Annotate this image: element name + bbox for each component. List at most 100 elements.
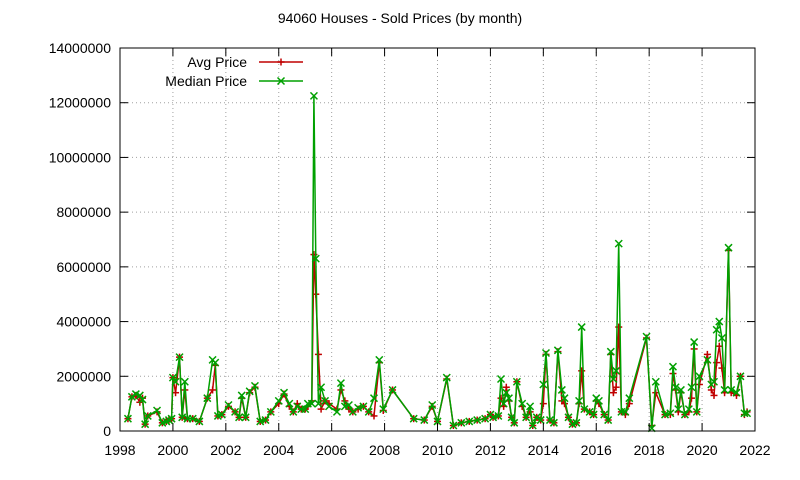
data-point <box>336 379 345 388</box>
data-point <box>138 395 147 404</box>
x-tick-label: 2002 <box>210 442 241 458</box>
data-point <box>188 414 197 423</box>
data-point <box>560 394 569 403</box>
data-point <box>541 349 551 358</box>
data-point <box>557 385 566 394</box>
data-point <box>510 418 519 427</box>
data-point <box>211 358 220 367</box>
data-point <box>442 373 451 382</box>
data-point <box>364 407 373 416</box>
legend-marker <box>277 58 285 66</box>
data-point <box>274 396 283 405</box>
data-point <box>594 396 603 405</box>
x-tick-label: 2006 <box>316 442 347 458</box>
data-point <box>250 381 259 390</box>
x-tick-label: 2018 <box>634 442 665 458</box>
data-point <box>266 407 275 416</box>
data-point <box>307 399 316 408</box>
data-point <box>549 418 558 427</box>
data-point <box>532 413 541 422</box>
data-point <box>545 416 554 425</box>
data-point <box>344 400 353 410</box>
data-point <box>375 355 384 364</box>
data-point <box>289 407 298 416</box>
data-point <box>612 383 620 391</box>
data-point <box>285 399 294 408</box>
x-tick-label: 2012 <box>475 442 506 458</box>
data-point <box>231 407 240 416</box>
data-point <box>369 394 379 403</box>
data-point <box>135 391 144 400</box>
data-point <box>167 414 176 423</box>
data-point <box>512 377 521 386</box>
data-point <box>720 385 729 394</box>
legend-label: Median Price <box>165 73 247 89</box>
data-point <box>473 416 482 425</box>
data-point <box>348 407 357 416</box>
data-point <box>743 409 752 418</box>
x-tick-label: 2008 <box>369 442 400 458</box>
data-point <box>676 385 685 394</box>
data-point <box>314 399 323 408</box>
data-point <box>539 380 548 389</box>
data-point <box>674 405 683 414</box>
data-point <box>301 405 310 414</box>
data-point <box>143 411 152 420</box>
data-point <box>428 400 437 410</box>
data-point <box>311 254 320 263</box>
y-tick-label: 6000000 <box>56 259 111 275</box>
y-tick-label: 8000000 <box>56 204 111 220</box>
data-point <box>309 91 318 100</box>
series-median-price <box>123 91 752 433</box>
data-point <box>317 383 326 392</box>
data-point <box>690 338 699 347</box>
x-tick-label: 1998 <box>104 442 135 458</box>
data-point <box>740 409 749 418</box>
chart-title: 94060 Houses - Sold Prices (by month) <box>278 10 522 26</box>
data-point <box>606 347 615 356</box>
legend-item: Avg Price <box>187 54 303 70</box>
y-tick-label: 10000000 <box>49 149 112 165</box>
data-point <box>502 388 511 397</box>
data-point <box>172 389 180 397</box>
data-point <box>153 406 162 415</box>
data-point <box>518 399 527 408</box>
data-point <box>141 420 150 429</box>
data-point <box>718 364 726 372</box>
data-point <box>280 388 289 397</box>
data-point <box>481 414 490 423</box>
legend: Avg Price Median Price <box>165 54 303 89</box>
data-point <box>707 386 715 394</box>
data-point <box>577 323 586 332</box>
data-point <box>180 377 189 386</box>
data-point <box>688 394 695 402</box>
data-point <box>507 413 516 422</box>
data-point <box>668 362 678 371</box>
data-point <box>680 410 689 419</box>
data-point <box>235 413 244 422</box>
data-point <box>695 372 704 381</box>
data-point <box>609 374 618 384</box>
x-tick-label: 2000 <box>157 442 188 458</box>
data-point <box>715 317 724 326</box>
legend-marker <box>276 76 286 86</box>
data-point <box>409 414 418 423</box>
y-tick-label: 12000000 <box>49 95 112 111</box>
data-point <box>127 392 136 401</box>
plot-series <box>123 91 752 433</box>
axes: 0 2000000 4000000 6000000 8000000 10000000 120… <box>49 40 771 458</box>
data-point <box>589 410 598 419</box>
data-point <box>600 410 609 419</box>
series-avg-price <box>124 246 751 430</box>
data-point <box>123 414 132 423</box>
data-point <box>168 373 177 382</box>
data-point <box>585 407 594 416</box>
data-point <box>321 396 330 405</box>
x-tick-label: 2020 <box>687 442 718 458</box>
data-point <box>717 333 726 343</box>
data-point <box>175 353 184 362</box>
data-point <box>388 385 397 394</box>
data-point <box>332 407 341 416</box>
data-point <box>465 417 474 426</box>
